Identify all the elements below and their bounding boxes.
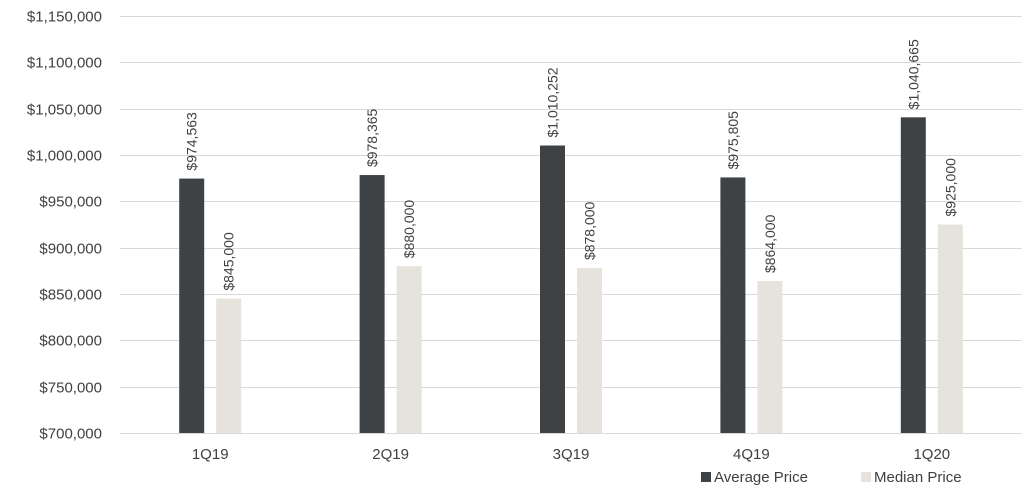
x-axis-category-labels: 1Q19 2Q19 3Q19 4Q19 1Q20 bbox=[192, 446, 950, 463]
average-price-data-label: $974,563 bbox=[184, 112, 200, 171]
median-price-data-label: $864,000 bbox=[762, 214, 778, 273]
y-tick-label: $950,000 bbox=[39, 194, 102, 211]
y-tick-label: $750,000 bbox=[39, 380, 102, 397]
y-tick-label: $850,000 bbox=[39, 287, 102, 304]
x-category-label: 1Q19 bbox=[192, 446, 229, 463]
median-price-legend-swatch bbox=[861, 472, 871, 482]
x-category-label: 2Q19 bbox=[372, 446, 409, 463]
average-price-data-label: $978,365 bbox=[364, 108, 380, 167]
average-price-bar bbox=[540, 145, 565, 433]
x-category-label: 3Q19 bbox=[553, 446, 590, 463]
average-price-bar bbox=[179, 178, 205, 433]
bars bbox=[179, 117, 963, 433]
median-price-data-label: $880,000 bbox=[401, 200, 417, 259]
legend: Average Price Median Price bbox=[701, 469, 962, 486]
average-price-bar bbox=[900, 117, 926, 433]
y-tick-label: $1,050,000 bbox=[27, 102, 102, 119]
gridlines bbox=[120, 16, 1022, 434]
y-tick-label: $1,100,000 bbox=[27, 55, 102, 72]
data-labels: $974,563 $845,000 $978,365 $880,000 $1,010,2… bbox=[184, 39, 959, 291]
median-price-bar bbox=[937, 224, 963, 433]
average-price-data-label: $1,040,665 bbox=[905, 39, 921, 109]
average-price-bar bbox=[359, 175, 385, 433]
y-tick-label: $700,000 bbox=[39, 426, 102, 443]
median-price-data-label: $925,000 bbox=[942, 158, 958, 217]
average-price-legend-label: Average Price bbox=[714, 469, 808, 486]
median-price-bar bbox=[216, 298, 242, 433]
median-price-bar bbox=[396, 266, 422, 433]
median-price-bar bbox=[577, 268, 602, 433]
average-price-legend-swatch bbox=[701, 472, 711, 482]
average-price-data-label: $1,010,252 bbox=[545, 67, 561, 137]
median-price-data-label: $845,000 bbox=[221, 232, 237, 291]
y-tick-label: $1,000,000 bbox=[27, 148, 102, 165]
median-price-legend-label: Median Price bbox=[874, 469, 962, 486]
y-tick-label: $1,150,000 bbox=[27, 9, 102, 26]
median-price-bar bbox=[757, 281, 783, 433]
y-tick-label: $900,000 bbox=[39, 241, 102, 258]
average-price-data-label: $975,805 bbox=[725, 111, 741, 170]
y-axis-tick-labels: $700,000 $750,000 $800,000 $850,000 $900,000… bbox=[27, 9, 102, 443]
x-category-label: 1Q20 bbox=[913, 446, 950, 463]
y-tick-label: $800,000 bbox=[39, 333, 102, 350]
average-price-bar bbox=[720, 177, 746, 433]
x-category-label: 4Q19 bbox=[733, 446, 770, 463]
median-price-data-label: $878,000 bbox=[582, 201, 598, 260]
